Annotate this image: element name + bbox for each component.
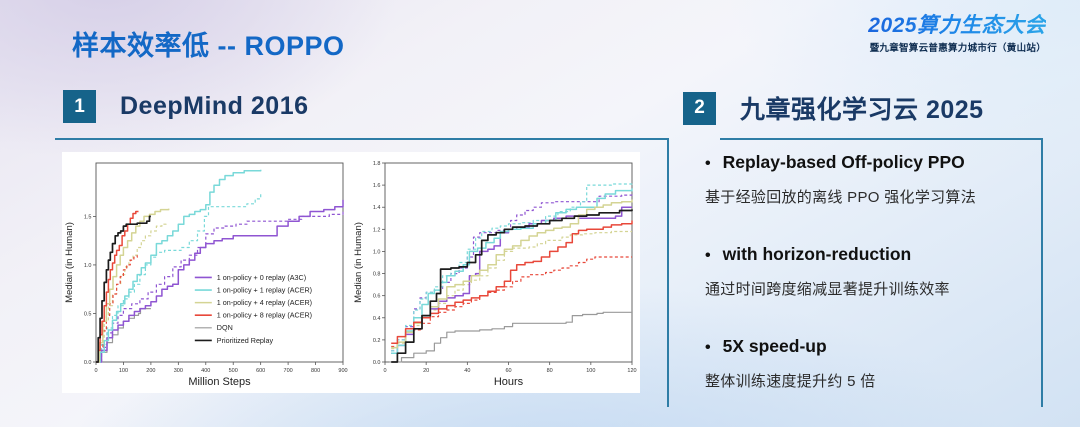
svg-text:20: 20 xyxy=(423,368,429,374)
section-frame-right xyxy=(720,138,1043,407)
svg-text:1.4: 1.4 xyxy=(373,205,381,211)
bullet-desc: 基于经验回放的离线 PPO 强化学习算法 xyxy=(705,189,977,206)
svg-text:1.5: 1.5 xyxy=(84,214,92,220)
svg-text:0.2: 0.2 xyxy=(373,338,381,344)
svg-text:100: 100 xyxy=(119,368,128,374)
svg-text:1 on-policy + 8 replay (ACER): 1 on-policy + 8 replay (ACER) xyxy=(217,311,312,320)
svg-text:1.2: 1.2 xyxy=(373,227,381,233)
svg-text:Median (in Human): Median (in Human) xyxy=(353,222,364,303)
bullet-desc: 通过时间跨度缩减显著提升训练效率 xyxy=(705,281,950,298)
svg-text:300: 300 xyxy=(174,368,183,374)
svg-text:1.8: 1.8 xyxy=(373,161,381,167)
bullet-list: • Replay-based Off-policy PPO 基于经验回放的离线 … xyxy=(705,152,1025,427)
svg-text:0.8: 0.8 xyxy=(373,272,381,278)
svg-text:600: 600 xyxy=(256,368,265,374)
svg-text:500: 500 xyxy=(229,368,238,374)
brand-subtitle: 暨九章智算云普惠算力城市行（黄山站） xyxy=(869,43,1046,54)
svg-text:700: 700 xyxy=(284,368,293,374)
section-title-jiuzhang: 九章强化学习云 2025 xyxy=(740,96,984,124)
section-title-deepmind: DeepMind 2016 xyxy=(120,92,309,120)
svg-text:800: 800 xyxy=(311,368,320,374)
svg-text:0: 0 xyxy=(383,368,386,374)
brand-title: 2025算力生态大会 xyxy=(868,9,1046,39)
svg-text:900: 900 xyxy=(338,368,347,374)
bullet-item-horizon: • with horizon-reduction 通过时间跨度缩减显著提升训练效… xyxy=(705,244,1025,299)
bullet-dot-icon: • xyxy=(705,247,711,264)
svg-text:0.4: 0.4 xyxy=(373,316,381,322)
bullet-item-speedup: • 5X speed-up 整体训练速度提升约 5 倍 xyxy=(705,336,1025,391)
section-header-jiuzhang: 2 九章强化学习云 2025 xyxy=(683,90,984,126)
svg-text:400: 400 xyxy=(201,368,210,374)
svg-text:1 on-policy + 1 replay (ACER): 1 on-policy + 1 replay (ACER) xyxy=(217,285,312,294)
svg-text:0.0: 0.0 xyxy=(373,360,381,366)
section-number-badge-1: 1 xyxy=(63,90,96,123)
bullet-desc: 整体训练速度提升约 5 倍 xyxy=(705,373,876,390)
bullet-dot-icon: • xyxy=(705,339,711,356)
svg-text:1 on-policy + 0 replay (A3C): 1 on-policy + 0 replay (A3C) xyxy=(217,273,306,282)
svg-text:Hours: Hours xyxy=(494,376,524,388)
svg-text:200: 200 xyxy=(146,368,155,374)
svg-text:0.0: 0.0 xyxy=(84,360,92,366)
svg-text:100: 100 xyxy=(586,368,595,374)
svg-text:80: 80 xyxy=(547,368,553,374)
svg-text:40: 40 xyxy=(464,368,470,374)
brand-logo: 2025算力生态大会 暨九章智算云普惠算力城市行（黄山站） xyxy=(868,9,1046,54)
svg-text:0.6: 0.6 xyxy=(373,294,381,300)
bullet-item-replay: • Replay-based Off-policy PPO 基于经验回放的离线 … xyxy=(705,152,1025,207)
svg-text:1 on-policy + 4 replay (ACER): 1 on-policy + 4 replay (ACER) xyxy=(217,298,312,307)
svg-text:60: 60 xyxy=(505,368,511,374)
chart-hours: 0.0 0.2 0.4 0.6 0.8 1.0 1.2 1.4 1.6 1.8 0 20 40 60 80 1… xyxy=(353,161,637,388)
svg-text:Prioritized Replay: Prioritized Replay xyxy=(217,336,274,345)
chart-million-steps: 0.0 0.5 1.0 1.5 0 100 200 300 400 500 600 700 800 900… xyxy=(64,162,348,388)
bullet-title: Replay-based Off-policy PPO xyxy=(722,152,965,172)
bullet-dot-icon: • xyxy=(705,155,711,172)
svg-text:1.0: 1.0 xyxy=(84,263,92,269)
svg-text:1.6: 1.6 xyxy=(373,183,381,189)
section-frame-left xyxy=(55,138,669,407)
bullet-title: 5X speed-up xyxy=(722,336,827,356)
section-number-badge-2: 2 xyxy=(683,91,716,125)
page-title: 样本效率低 -- ROPPO xyxy=(72,31,345,61)
svg-text:0: 0 xyxy=(94,368,97,374)
svg-text:0.5: 0.5 xyxy=(84,311,92,317)
section-header-deepmind: 1 DeepMind 2016 xyxy=(63,90,309,123)
chart-panel: 0.0 0.5 1.0 1.5 0 100 200 300 400 500 600 700 800 900… xyxy=(62,152,640,393)
svg-text:Million Steps: Million Steps xyxy=(188,376,251,388)
svg-text:DQN: DQN xyxy=(217,323,233,332)
svg-text:Median (in Human): Median (in Human) xyxy=(64,222,75,303)
bullet-title: with horizon-reduction xyxy=(722,244,912,264)
svg-text:1.0: 1.0 xyxy=(373,249,381,255)
svg-text:120: 120 xyxy=(627,368,636,374)
